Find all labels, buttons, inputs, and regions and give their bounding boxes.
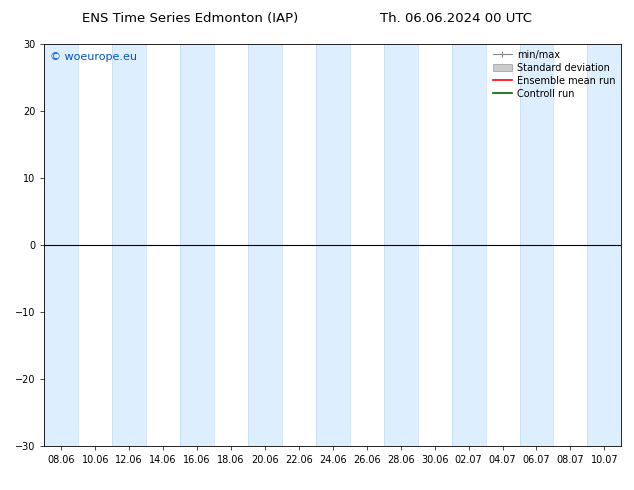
Bar	[44, 44, 79, 446]
Bar	[248, 44, 282, 446]
Bar	[316, 44, 350, 446]
Bar	[587, 44, 621, 446]
Text: Th. 06.06.2024 00 UTC: Th. 06.06.2024 00 UTC	[380, 12, 533, 25]
Bar	[180, 44, 214, 446]
Text: ENS Time Series Edmonton (IAP): ENS Time Series Edmonton (IAP)	[82, 12, 299, 25]
Bar	[384, 44, 418, 446]
Bar	[519, 44, 553, 446]
Text: © woeurope.eu: © woeurope.eu	[50, 52, 137, 62]
Bar	[112, 44, 146, 446]
Legend: min/max, Standard deviation, Ensemble mean run, Controll run: min/max, Standard deviation, Ensemble me…	[489, 46, 619, 102]
Bar	[451, 44, 486, 446]
